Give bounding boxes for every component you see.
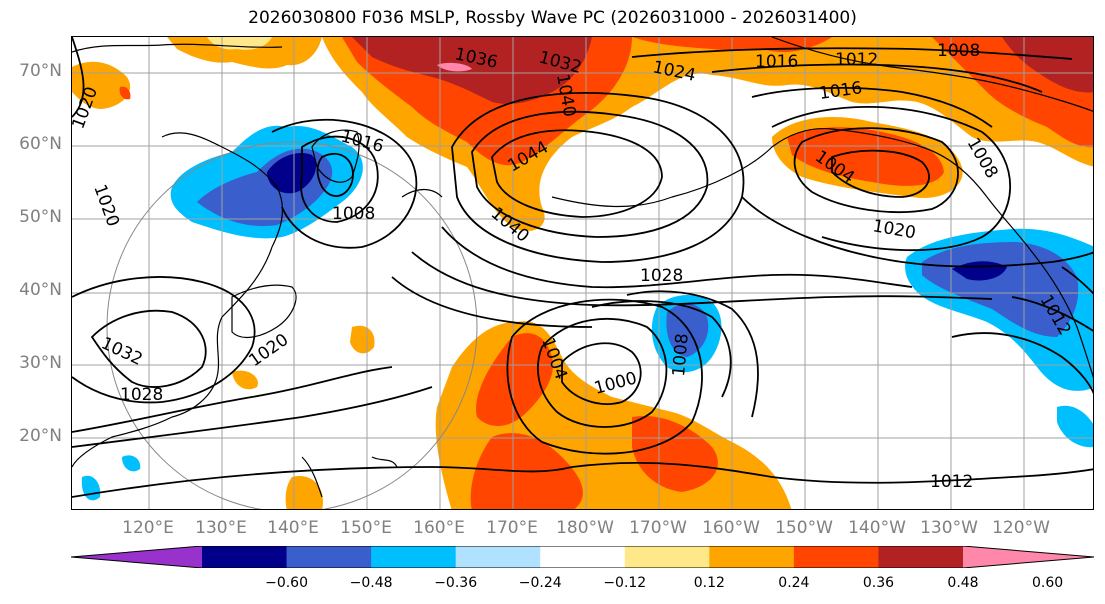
map-panel: 1036 1032 1040 1024 1016 1012 1008 1016 … xyxy=(71,36,1094,510)
lon-label: 150°W xyxy=(775,518,833,538)
isobar-label: 1028 xyxy=(640,266,683,286)
anomaly-patch xyxy=(119,86,131,100)
colorbar-tick-label: 0.60 xyxy=(1031,575,1064,591)
isobar-label: 1012 xyxy=(835,50,878,70)
chart-title: 2026030800 F036 MSLP, Rossby Wave PC (20… xyxy=(248,8,857,28)
colorbar-segment xyxy=(455,546,541,568)
colorbar-tick-label: −0.24 xyxy=(518,575,562,591)
colorbar-tick-label: 0.24 xyxy=(778,575,810,591)
colorbar-segments xyxy=(71,546,1094,568)
colorbar-tick-label: −0.12 xyxy=(603,575,647,591)
anomaly-patch xyxy=(632,416,718,492)
isobar-label: 1028 xyxy=(120,385,163,405)
lon-label: 150°E xyxy=(340,518,392,538)
lon-label: 120°W xyxy=(992,518,1050,538)
colorbar-segment xyxy=(286,546,372,568)
anomaly-patch xyxy=(285,476,323,509)
isobar-label: 1032 xyxy=(98,333,146,369)
anomaly-patch xyxy=(232,370,258,390)
anomaly-patch xyxy=(267,152,317,194)
colorbar-segment xyxy=(624,546,710,568)
isobar-label: 1008 xyxy=(669,333,693,378)
colorbar-tick-label: −0.48 xyxy=(349,575,393,591)
lat-label: 70°N xyxy=(19,61,62,81)
anomaly-patch xyxy=(437,62,472,72)
isobar-label: 1008 xyxy=(937,41,980,61)
lon-label: 140°W xyxy=(848,518,906,538)
anomaly-patch xyxy=(81,475,101,501)
isobar-label: 1012 xyxy=(930,472,973,492)
colorbar-segment xyxy=(709,546,795,568)
lat-label: 50°N xyxy=(19,207,62,227)
anomaly-fills xyxy=(72,37,1093,509)
colorbar-segment xyxy=(878,546,964,568)
colorbar-segment xyxy=(793,546,879,568)
colorbar-segment xyxy=(963,546,1094,568)
isobar-label: 1008 xyxy=(332,204,375,224)
lat-label: 40°N xyxy=(19,280,62,300)
lat-label: 30°N xyxy=(19,353,62,373)
lon-label: 170°E xyxy=(486,518,538,538)
isobar-label: 1016 xyxy=(755,52,798,72)
anomaly-patch xyxy=(350,325,375,354)
colorbar-tick-label: 0.12 xyxy=(693,575,725,591)
anomaly-patch xyxy=(1002,37,1093,93)
isobar-label: 1020 xyxy=(89,182,123,229)
lon-label: 160°E xyxy=(413,518,465,538)
lon-label: 180°W xyxy=(556,518,614,538)
lon-label: 120°E xyxy=(122,518,174,538)
anomaly-patch xyxy=(352,37,592,104)
anomaly-patch xyxy=(122,455,141,472)
colorbar-tick-label: −0.60 xyxy=(265,575,308,591)
colorbar-segment xyxy=(371,546,457,568)
colorbar-tick-label: 0.36 xyxy=(862,575,895,591)
lat-label: 20°N xyxy=(19,426,62,446)
lon-label: 130°E xyxy=(195,518,247,538)
lat-label: 60°N xyxy=(19,134,62,154)
anomaly-patch xyxy=(72,61,131,109)
map-canvas: 1036 1032 1040 1024 1016 1012 1008 1016 … xyxy=(72,37,1093,509)
lon-label: 160°W xyxy=(702,518,760,538)
anomaly-patch xyxy=(476,333,553,427)
coastlines xyxy=(72,37,1093,498)
colorbar-segment xyxy=(71,546,202,568)
lon-label: 130°W xyxy=(920,518,978,538)
colorbar-tick-label: 0.48 xyxy=(947,575,979,591)
colorbar xyxy=(71,546,1094,568)
colorbar-tick-label: −0.36 xyxy=(434,575,478,591)
anomaly-patch xyxy=(1057,405,1093,448)
colorbar-segment xyxy=(540,546,626,568)
colorbar-segment xyxy=(202,546,288,568)
graticule xyxy=(72,37,1093,509)
isobars xyxy=(72,37,1093,498)
lon-label: 140°E xyxy=(267,518,319,538)
lon-label: 170°W xyxy=(629,518,687,538)
